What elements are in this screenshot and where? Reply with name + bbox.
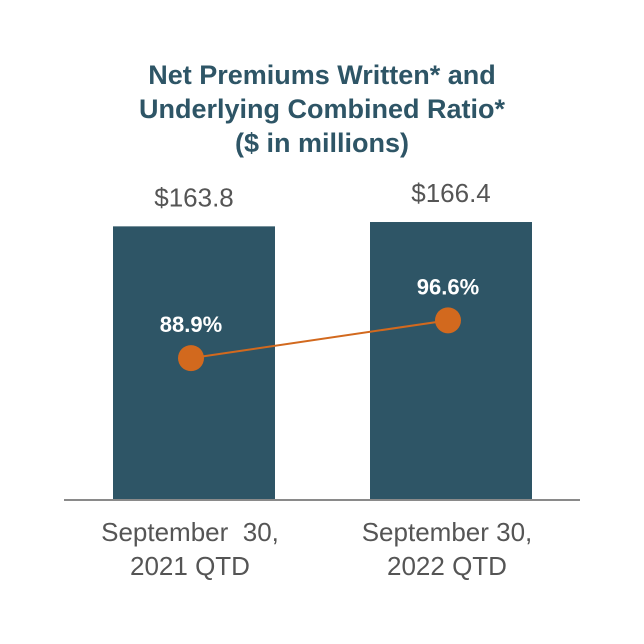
category-label-1-line-1: September 30,	[101, 517, 279, 547]
bar-value-label-2: $166.4	[411, 178, 491, 208]
ratio-value-label-2: 96.6%	[417, 274, 479, 299]
ratio-line-group: 88.9% 96.6%	[160, 274, 479, 372]
chart-title: Net Premiums Written* and Underlying Com…	[139, 60, 506, 158]
bar-2	[370, 222, 532, 501]
category-label-2-line-1: September 30,	[362, 517, 533, 547]
ratio-point-2	[435, 307, 461, 334]
title-line-1: Net Premiums Written* and	[148, 60, 496, 90]
category-labels: September 30, 2021 QTD September 30, 2022 Q…	[101, 517, 532, 581]
title-line-3: ($ in millions)	[235, 128, 409, 158]
bars-group: $163.8 $166.4	[113, 178, 532, 501]
ratio-point-1	[178, 345, 204, 372]
category-label-2-line-2: 2022 QTD	[387, 551, 507, 581]
bar-value-label-1: $163.8	[154, 182, 234, 212]
ratio-line	[190, 319, 449, 360]
category-label-1-line-2: 2021 QTD	[130, 551, 250, 581]
ratio-value-label-1: 88.9%	[160, 312, 222, 337]
title-line-2: Underlying Combined Ratio*	[139, 94, 506, 124]
